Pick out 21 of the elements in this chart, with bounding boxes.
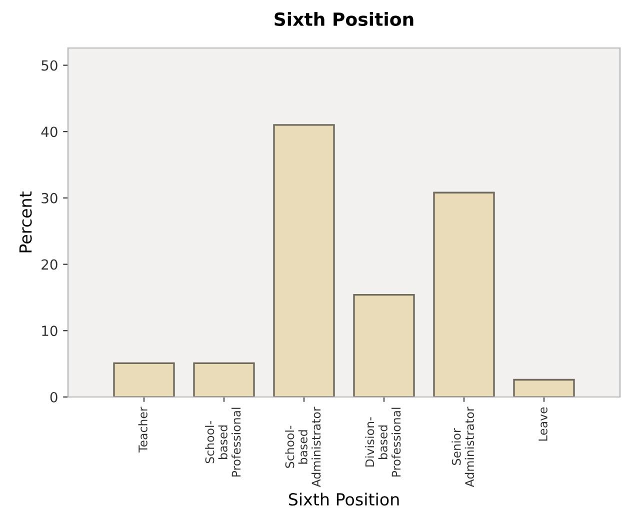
y-tick-label: 20 (42, 259, 58, 270)
y-tick-label: 40 (41, 126, 58, 138)
bar (513, 378, 575, 397)
x-tick-label: School- based Administrator (285, 406, 321, 488)
x-tick-label: Division- based Professional (365, 408, 401, 477)
bar (193, 362, 255, 397)
y-tick-label: 30 (42, 192, 58, 204)
y-tick-label: 50 (42, 60, 58, 71)
y-tick-label: 0 (50, 392, 58, 402)
y-axis-title: Percent (19, 192, 32, 252)
bar (273, 124, 335, 397)
x-tick-label: Teacher (138, 406, 148, 453)
bar (113, 362, 175, 397)
bar (353, 294, 415, 397)
y-tick-label: 10 (42, 326, 58, 336)
bar (433, 192, 495, 397)
x-tick-label: Leave (538, 407, 548, 441)
x-axis-title: Sixth Position (288, 492, 399, 506)
x-tick-label: Senior Administrator (452, 406, 474, 488)
chart-title: Sixth Position (274, 12, 414, 26)
x-tick-label: School- based Professional (205, 408, 241, 477)
